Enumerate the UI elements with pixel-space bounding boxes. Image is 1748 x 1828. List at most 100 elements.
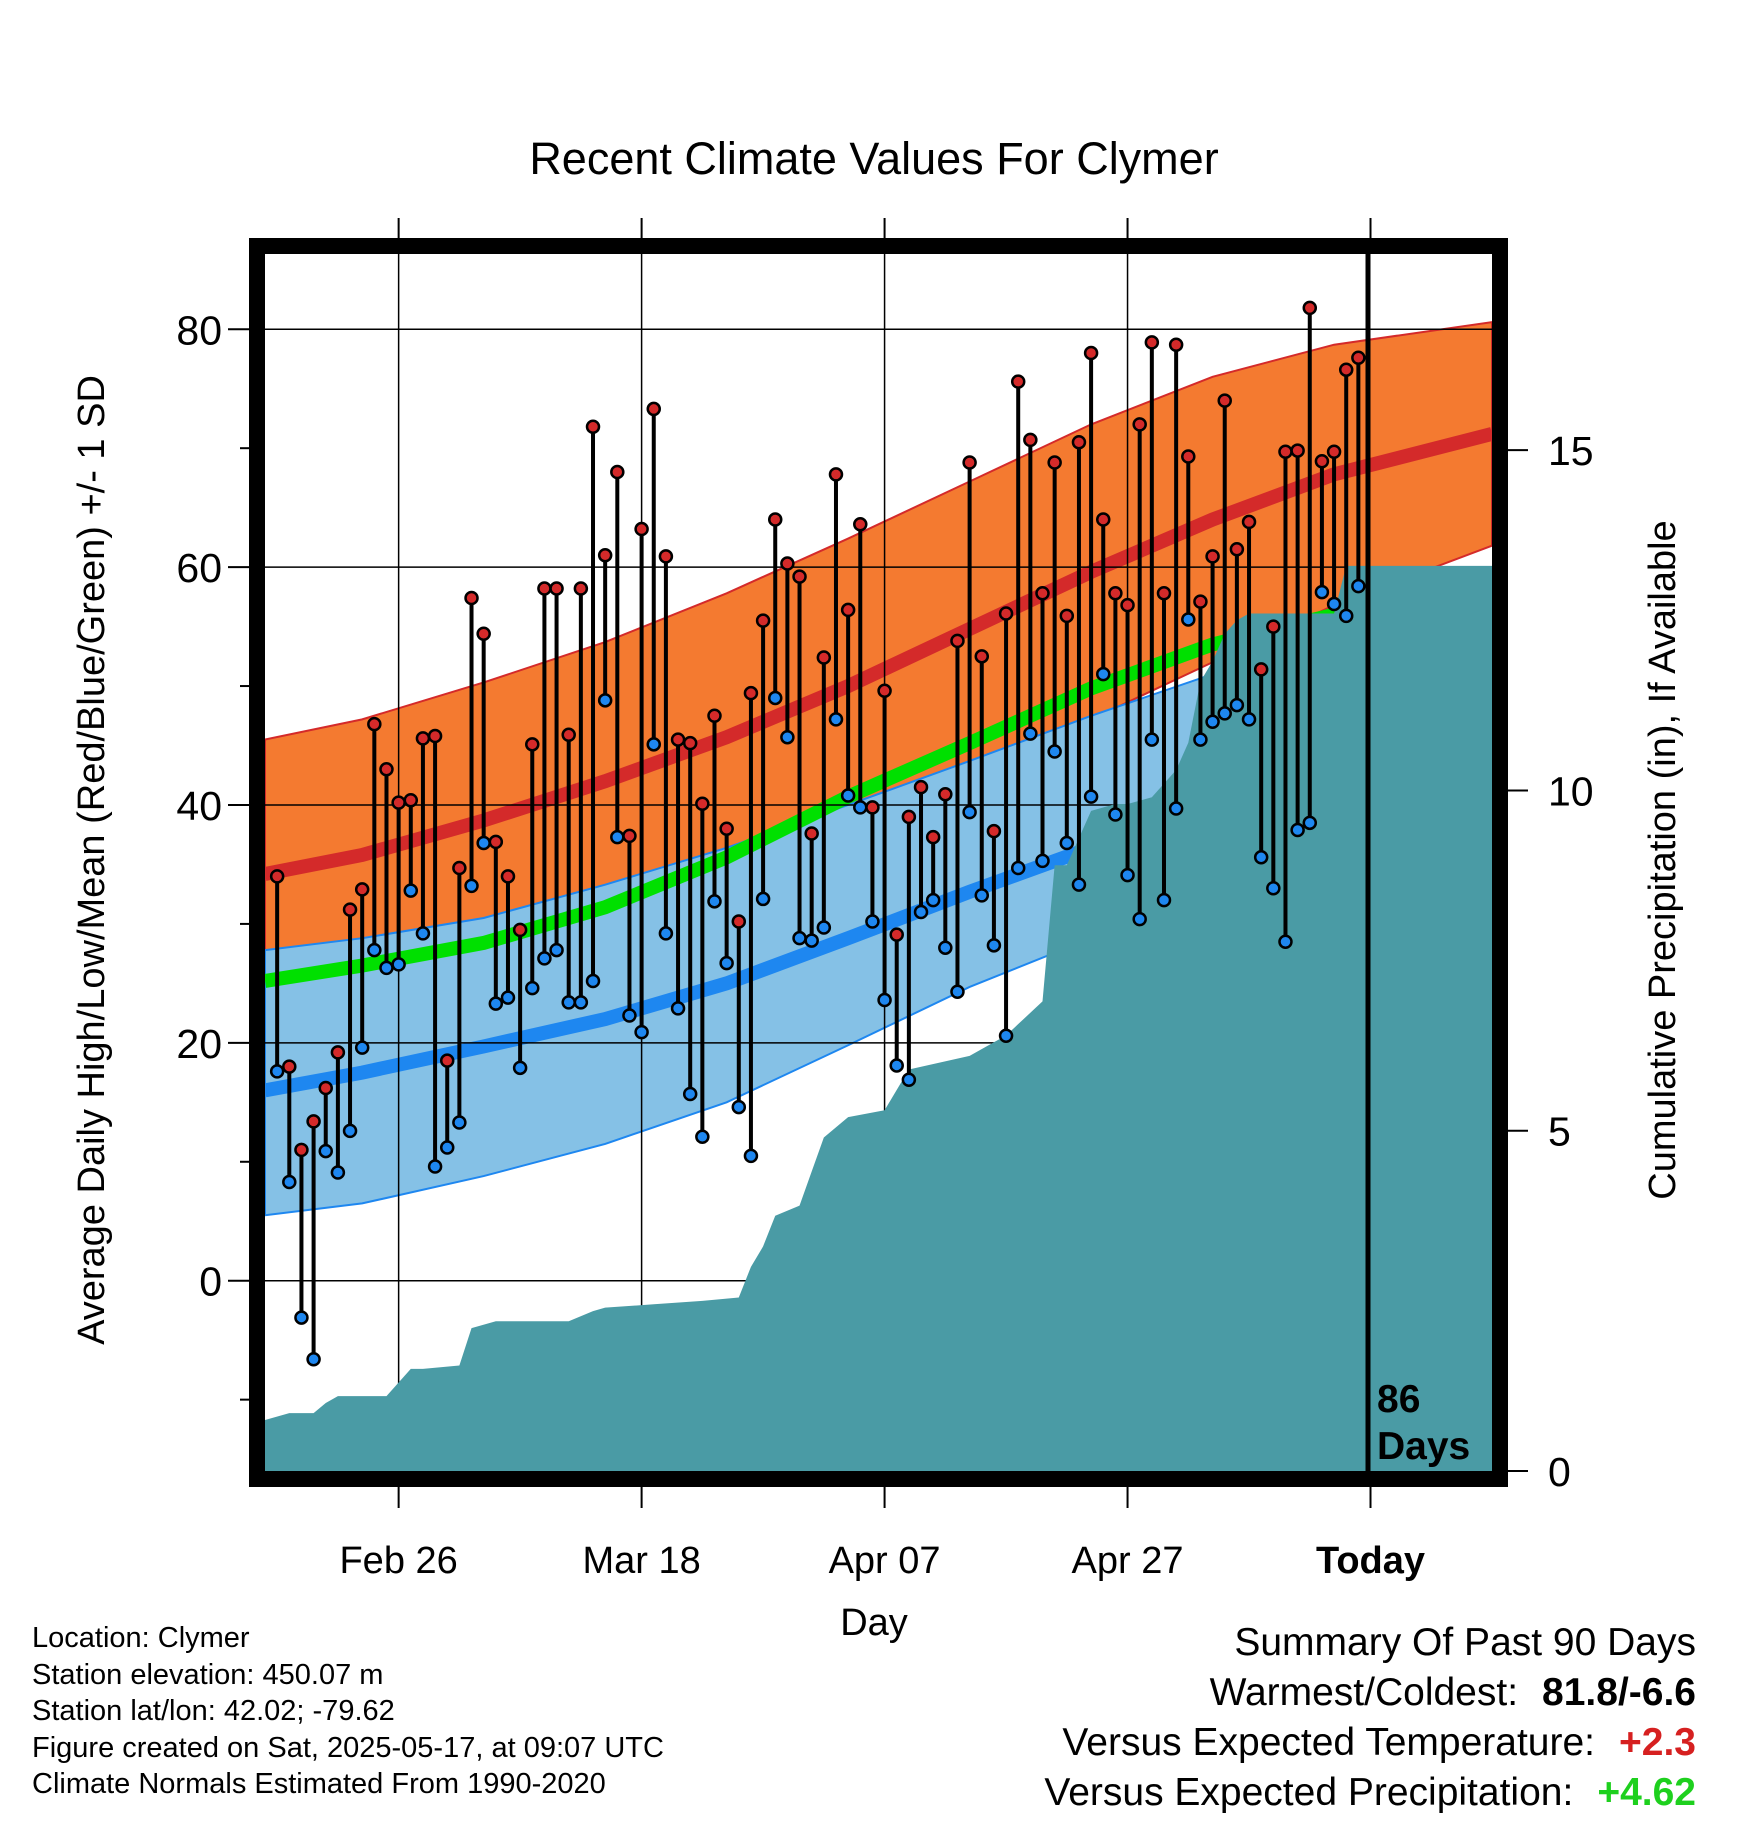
daily-high-point (1071, 434, 1087, 450)
plot-area: 86 Days (249, 238, 1508, 1487)
daily-high-point (525, 737, 540, 752)
daily-low-point (1229, 697, 1245, 713)
daily-high-point (1193, 594, 1208, 609)
daily-low-point (950, 984, 965, 999)
daily-low-point (998, 1028, 1014, 1043)
daily-high-point (828, 467, 844, 482)
warmest-coldest-label: Warmest/Coldest: (1209, 1671, 1519, 1714)
temperature-anomaly-label: Versus Expected Temperature: (1062, 1721, 1595, 1764)
daily-high-point (1278, 444, 1293, 460)
daily-high-point (597, 547, 613, 563)
daily-low-point (622, 1008, 637, 1023)
daily-high-point (938, 787, 953, 802)
daily-high-point (780, 556, 795, 571)
daily-low-point (1083, 789, 1099, 804)
daily-low-point (1326, 596, 1342, 612)
daily-low-point (318, 1143, 333, 1159)
daily-low-point (1253, 850, 1269, 865)
x-tick-label: Feb 26 (339, 1540, 457, 1582)
daily-low-point (780, 729, 795, 745)
daily-low-point (962, 804, 977, 820)
daily-temperatures (269, 300, 1366, 1367)
location-text: Location: Clymer (32, 1622, 250, 1654)
daily-low-point (512, 1060, 528, 1076)
daily-low-point (1108, 807, 1123, 822)
daily-low-point (634, 1024, 649, 1040)
daily-high-point (379, 762, 394, 777)
daily-high-point (1338, 362, 1354, 377)
daily-high-point (464, 590, 479, 606)
daily-low-point (1241, 712, 1257, 727)
daily-low-point (865, 914, 880, 929)
daily-low-point (269, 1064, 285, 1079)
station-info: Location: Clymer Station elevation: 450.… (32, 1620, 664, 1803)
daily-high-point (1229, 542, 1245, 557)
daily-low-point (610, 829, 625, 845)
daily-high-point (755, 613, 771, 628)
daily-high-point (1351, 350, 1366, 366)
daily-high-point (622, 828, 637, 844)
y-tick-label-left: 60 (176, 545, 222, 591)
daily-high-point (913, 779, 929, 795)
daily-low-point (1205, 714, 1220, 729)
daily-high-point (354, 882, 370, 897)
daily-low-point (452, 1115, 467, 1130)
x-tick-label: Apr 27 (1072, 1540, 1184, 1582)
daily-low-point (403, 883, 419, 898)
daily-low-point (1338, 608, 1354, 624)
daily-high-point (610, 464, 625, 480)
daily-low-point (464, 878, 479, 894)
daily-low-point (901, 1072, 917, 1087)
y-tick-label-left: 20 (176, 1021, 222, 1067)
daily-low-point (597, 693, 613, 708)
daily-high-point (719, 821, 734, 837)
daily-low-point (391, 957, 406, 972)
chart-title: Recent Climate Values For Clymer (529, 133, 1218, 184)
daily-high-point (561, 727, 576, 743)
daily-high-point (670, 732, 686, 747)
daily-high-point (877, 683, 892, 699)
y-tick-label-right: 0 (1548, 1449, 1571, 1495)
precipitation-fill (265, 565, 1492, 1471)
daily-high-point (658, 549, 674, 564)
daily-low-point (1168, 801, 1184, 816)
y-tick-label-left: 0 (199, 1259, 222, 1305)
daily-high-point (731, 914, 747, 929)
daily-low-point (1193, 732, 1208, 747)
daily-high-point (901, 809, 917, 825)
daily-low-point (719, 955, 734, 971)
daily-low-point (1132, 911, 1147, 927)
daily-low-point (1278, 934, 1293, 950)
summary-temperature: Versus Expected Temperature: +2.3 (1044, 1718, 1696, 1768)
daily-high-point (1023, 432, 1038, 448)
daily-high-point (804, 826, 819, 841)
daily-low-point (1290, 822, 1305, 838)
daily-low-point (1181, 612, 1196, 627)
today-days-label: Days (1377, 1425, 1470, 1468)
daily-high-point (792, 569, 807, 584)
latlon-text: Station lat/lon: 42.02; -79.62 (32, 1695, 395, 1727)
daily-high-point (1266, 619, 1281, 634)
daily-high-point (282, 1059, 297, 1074)
daily-low-point (549, 942, 564, 958)
daily-low-point (1266, 880, 1281, 896)
daily-low-point (938, 940, 953, 955)
daily-high-point (342, 902, 358, 917)
daily-high-point (682, 735, 698, 751)
daily-high-point (1132, 417, 1147, 432)
daily-high-point (743, 685, 759, 701)
daily-low-point (682, 1086, 698, 1102)
daily-high-point (634, 521, 649, 537)
daily-high-point (512, 922, 528, 938)
daily-low-point (537, 951, 552, 966)
daily-high-point (1083, 345, 1099, 361)
daily-low-point (925, 892, 941, 908)
daily-high-point (889, 927, 904, 942)
daily-low-point (1047, 744, 1062, 759)
daily-low-point (743, 1148, 759, 1164)
daily-low-point (1071, 877, 1087, 892)
daily-high-point (367, 716, 382, 732)
summary-precipitation: Versus Expected Precipitation: +4.62 (1044, 1768, 1696, 1818)
y-tick-label-right: 15 (1548, 428, 1594, 474)
daily-high-point (391, 795, 406, 810)
